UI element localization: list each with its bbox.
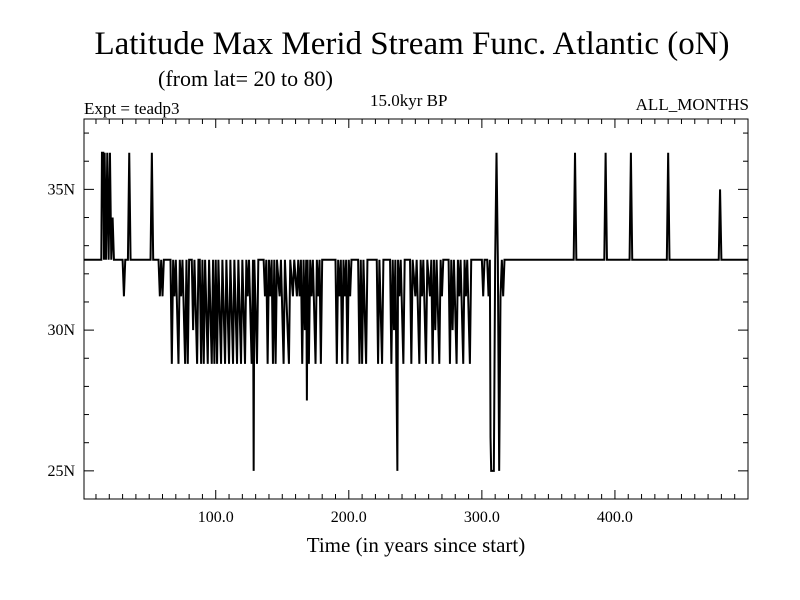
- x-tick-label: 300.0: [464, 509, 500, 526]
- x-tick-label: 100.0: [198, 509, 234, 526]
- y-tick-label: 35N: [47, 181, 75, 198]
- x-axis-label: Time (in years since start): [307, 533, 526, 557]
- x-tick-label: 200.0: [331, 509, 367, 526]
- months-label: ALL_MONTHS: [635, 95, 749, 114]
- y-tick-label: 25N: [47, 463, 75, 480]
- plot-frame: [83, 118, 749, 500]
- chart-title: Latitude Max Merid Stream Func. Atlantic…: [94, 26, 730, 62]
- axis-tick-labels: 100.0 200.0 300.0 400.0 25N 30N 35N: [47, 181, 632, 526]
- y-tick-label: 30N: [47, 322, 75, 339]
- x-tick-label: 400.0: [597, 509, 633, 526]
- experiment-label: Expt = teadp3: [84, 99, 180, 118]
- series-line: [84, 151, 748, 472]
- period-label: 15.0kyr BP: [370, 91, 448, 110]
- chart-subtitle: (from lat= 20 to 80): [158, 66, 333, 91]
- axis-ticks: [84, 119, 748, 499]
